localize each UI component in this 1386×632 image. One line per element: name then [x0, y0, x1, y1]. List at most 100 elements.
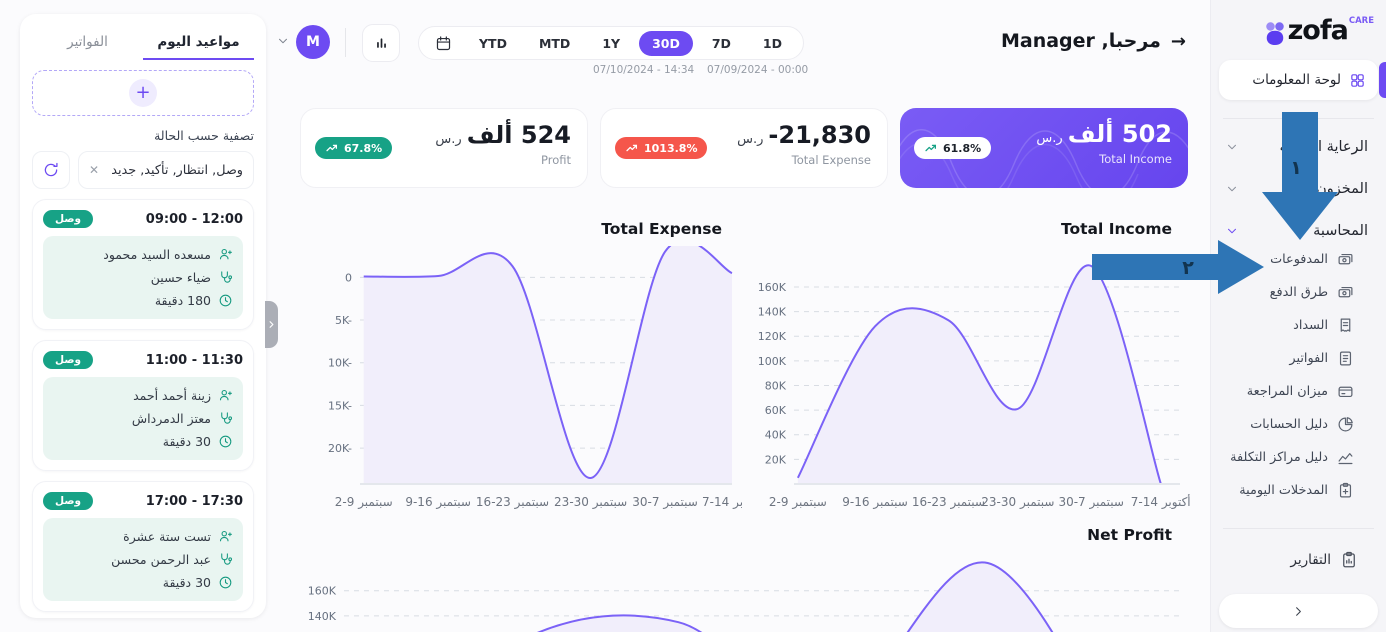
sidebar-item-2[interactable]: السداد — [1211, 309, 1386, 342]
chart-view-button[interactable] — [362, 24, 400, 62]
filter-row: وصل, انتظار, تأكيد, جديد ✕ — [32, 151, 254, 189]
stethoscope-icon — [218, 270, 233, 285]
refresh-button[interactable] — [32, 151, 70, 189]
sidebar-item-dashboard[interactable]: لوحة المعلومات — [1219, 60, 1378, 100]
sidebar-item-reports[interactable]: التقارير — [1211, 542, 1386, 578]
receipt-icon — [1337, 317, 1354, 334]
svg-text:60K: 60K — [765, 404, 787, 417]
plus-icon: + — [129, 79, 157, 107]
appointment-doctor-name: عبد الرحمن محسن — [53, 549, 233, 570]
sidebar-item-label: طرق الدفع — [1269, 285, 1328, 300]
status-filter-input[interactable]: وصل, انتظار, تأكيد, جديد ✕ — [78, 151, 254, 189]
svg-text:23-30 سبتمبر: 23-30 سبتمبر — [981, 495, 1054, 510]
sidebar-item-3[interactable]: الفواتير — [1211, 342, 1386, 375]
duration: 180 دقيقة — [154, 293, 211, 308]
range-tab-30d[interactable]: 30D — [639, 30, 693, 56]
clear-filter-icon[interactable]: ✕ — [89, 163, 100, 177]
svg-text:140K: 140K — [758, 306, 787, 319]
svg-text:7-14 أكتوبر: 7-14 أكتوبر — [1131, 494, 1191, 510]
appointment-duration: 180 دقيقة — [53, 290, 233, 311]
range-tab-mtd[interactable]: MTD — [538, 35, 571, 51]
svg-text:160K: 160K — [758, 281, 787, 294]
sidebar-item-0[interactable]: المدفوعات — [1211, 243, 1386, 276]
svg-text:16-23 سبتمبر: 16-23 سبتمبر — [476, 495, 549, 510]
appointment-card[interactable]: 11:00 - 11:30 وصل زينة أحمد أحمد معتز الدمر… — [32, 340, 254, 471]
kpi-total-expense: -21,830 ر.س Total Expense 1013.8% — [600, 108, 888, 188]
appointment-duration: 30 دقيقة — [53, 572, 233, 593]
clipboard-plus-icon — [1337, 482, 1354, 499]
svg-text:30-7 سبتمبر: 30-7 سبتمبر — [1058, 495, 1124, 510]
range-tab-ytd[interactable]: YTD — [479, 35, 507, 51]
patient-name: مسعده السيد محمود — [103, 247, 211, 262]
clock-icon — [218, 434, 233, 449]
arrow-right-icon[interactable]: → — [1170, 30, 1186, 52]
sidebar-item-label: الفواتير — [1289, 351, 1328, 366]
svg-text:80K: 80K — [765, 379, 787, 392]
avatar[interactable]: M — [296, 25, 330, 59]
appointment-card[interactable]: 17:00 - 17:30 وصل تست ستة عشرة عبد الرحمن م… — [32, 481, 254, 612]
sidebar-section-2[interactable]: المحاسبة — [1211, 210, 1386, 252]
invoice-icon — [1337, 350, 1354, 367]
greeting: → مرحبا, Manager — [1001, 30, 1186, 52]
annotation-step-1-label: ١ — [1290, 157, 1302, 179]
appointments-list: 09:00 - 12:00 وصل مسعده السيد محمود ضياء حس… — [32, 199, 254, 618]
person-plus-icon — [218, 529, 233, 544]
appointment-card[interactable]: 09:00 - 12:00 وصل مسعده السيد محمود ضياء حس… — [32, 199, 254, 330]
trend-up-icon — [625, 141, 639, 155]
sidebar-item-7[interactable]: المدخلات اليومية — [1211, 474, 1386, 507]
sidebar-item-6[interactable]: دليل مراكز التكلفة — [1211, 441, 1386, 474]
logo-text: zofa — [1287, 15, 1349, 46]
appointment-duration: 30 دقيقة — [53, 431, 233, 452]
status-badge: وصل — [43, 351, 94, 369]
range-end-date: 07/10/2024 - 14:34 — [593, 64, 695, 76]
logo-flower-icon — [1265, 22, 1284, 45]
svg-text:2-9 سبتمبر: 2-9 سبتمبر — [769, 495, 827, 510]
total-income-chart: Total Income 20K 40K 60K 80K 100K 120K 140K 160… — [748, 220, 1192, 520]
sidebar-item-label: لوحة المعلومات — [1252, 72, 1341, 88]
sidebar-item-5[interactable]: دليل الحسابات — [1211, 408, 1386, 441]
sidebar-item-1[interactable]: طرق الدفع — [1211, 276, 1386, 309]
person-plus-icon — [218, 247, 233, 262]
appointment-patient-name: زينة أحمد أحمد — [53, 385, 233, 406]
sidebar-collapse-button[interactable] — [1219, 594, 1378, 628]
add-appointment-button[interactable]: + — [32, 70, 254, 116]
chevron-down-icon — [1225, 224, 1239, 238]
status-badge: وصل — [43, 492, 94, 510]
profile-chevron-down-icon[interactable] — [276, 34, 290, 48]
svg-text:2-9 سبتمبر: 2-9 سبتمبر — [335, 495, 393, 510]
bar-chart-icon — [373, 35, 390, 52]
banknotes-icon — [1337, 284, 1354, 301]
logo-care-badge: CARE — [1348, 16, 1374, 26]
filter-by-status-label: تصفية حسب الحالة — [154, 128, 254, 143]
tab-todays-appointments[interactable]: مواعيد اليوم — [143, 26, 254, 60]
appointment-patient-name: تست ستة عشرة — [53, 526, 233, 547]
total-income-plot: 20K 40K 60K 80K 100K 120K 140K 160K 2-9 سبتمبر 9-… — [758, 264, 1191, 510]
trend-up-icon — [924, 141, 938, 155]
sidebar-item-label: دليل مراكز التكلفة — [1230, 450, 1328, 465]
status-badge: وصل — [43, 210, 94, 228]
kpi-currency: ر.س — [435, 132, 462, 147]
range-tab-1y[interactable]: 1Y — [602, 35, 621, 51]
svg-text:40K: 40K — [765, 429, 787, 442]
svg-text:140K: 140K — [308, 610, 337, 623]
range-tab-1d[interactable]: 1D — [762, 35, 782, 51]
sidebar-item-label: التقارير — [1290, 552, 1331, 568]
kpi-currency: ر.س — [737, 132, 764, 147]
kpi-change-badge: 61.8% — [914, 137, 992, 159]
annotation-arrow-1: ١ — [1262, 112, 1338, 240]
sidebar-item-label: المدفوعات — [1270, 252, 1328, 267]
tab-invoices[interactable]: الفواتير — [67, 34, 108, 50]
appointment-details: مسعده السيد محمود ضياء حسين 180 دقيقة — [43, 236, 243, 319]
range-tab-7d[interactable]: 7D — [711, 35, 731, 51]
kpi-change-badge: 67.8% — [315, 137, 393, 159]
stethoscope-icon — [218, 552, 233, 567]
net-profit-chart: Net Profit 20K40K60K80K100K120K140K160K2… — [298, 526, 1192, 632]
kpi-total-income: 502 ألف ر.س Total Income 61.8% — [900, 108, 1188, 188]
calendar-icon[interactable] — [435, 35, 452, 52]
kpi-label: Total Expense — [791, 153, 871, 167]
panel-collapse-handle[interactable] — [265, 301, 278, 348]
sidebar-item-4[interactable]: ميزان المراجعة — [1211, 375, 1386, 408]
logo[interactable]: zofa CARE — [1262, 16, 1374, 50]
sidebar-accounting-submenu: المدفوعات طرق الدفع السداد الفواتير ميزان ال… — [1211, 243, 1386, 507]
chevron-right-icon — [1291, 604, 1306, 619]
